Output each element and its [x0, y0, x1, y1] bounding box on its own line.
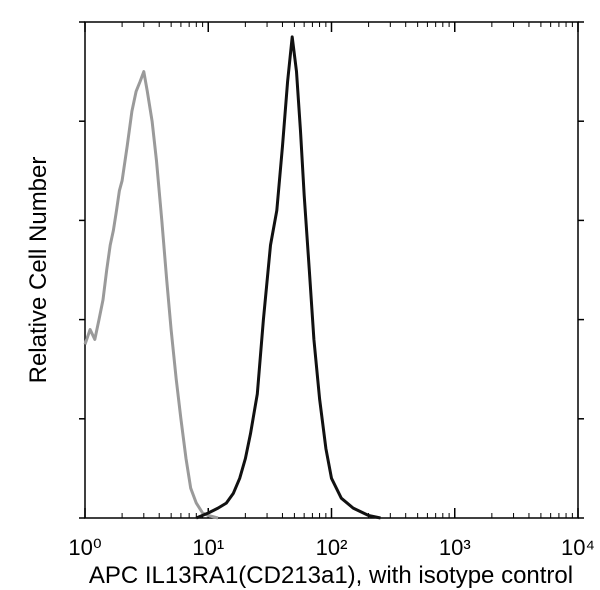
x-tick-label: 10¹	[192, 535, 224, 560]
histogram-line	[195, 35, 381, 520]
x-axis-label: APC IL13RA1(CD213a1), with isotype contr…	[89, 562, 573, 589]
x-tick-label: 10³	[439, 535, 471, 560]
y-axis-label: Relative Cell Number	[25, 157, 52, 384]
x-tick-label: 10⁴	[561, 535, 595, 560]
histogram-line	[83, 70, 219, 520]
x-tick-label: 10²	[316, 535, 348, 560]
plot-frame	[84, 21, 579, 519]
x-tick-label: 10⁰	[68, 535, 101, 560]
